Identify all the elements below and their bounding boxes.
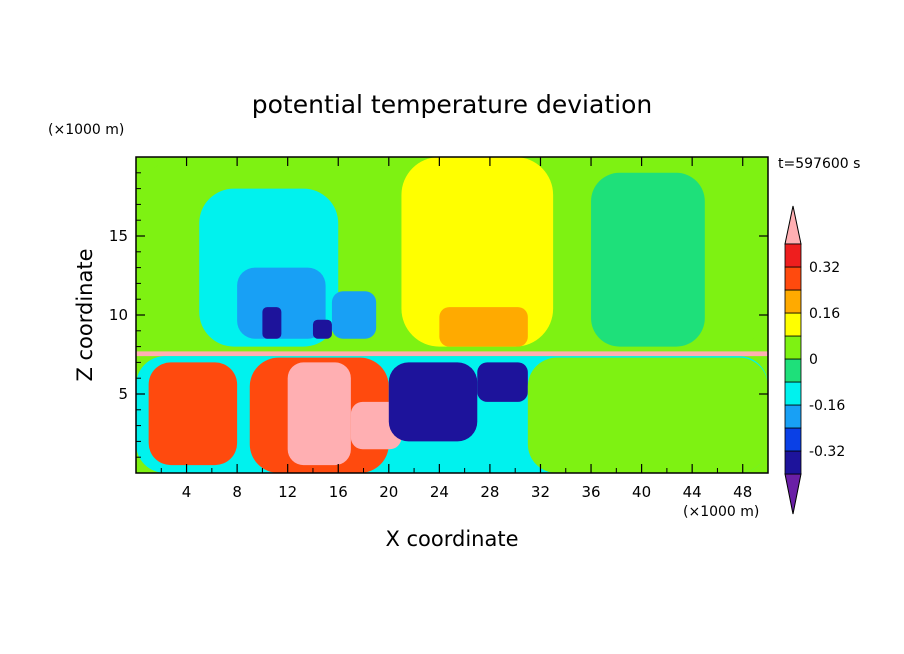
colorbar-segment bbox=[784, 404, 802, 429]
colorbar-segment bbox=[784, 289, 802, 314]
colorbar: 0.32 0.16 0 -0.16 -0.32 bbox=[784, 205, 845, 515]
field-region bbox=[591, 172, 705, 347]
colorbar-label: -0.16 bbox=[809, 398, 845, 414]
y-axis: 5 10 15 bbox=[109, 172, 768, 458]
x-tick-label: 48 bbox=[733, 483, 752, 501]
colorbar-label: 0.16 bbox=[809, 306, 840, 322]
colorbar-segment bbox=[784, 205, 802, 245]
field-region bbox=[439, 307, 528, 347]
field-region bbox=[331, 291, 377, 339]
x-tick-label: 20 bbox=[379, 483, 398, 501]
field-region bbox=[477, 362, 528, 402]
y-tick-label: 5 bbox=[118, 385, 128, 403]
x-tick-label: 28 bbox=[480, 483, 499, 501]
colorbar-segment bbox=[784, 427, 802, 452]
field-region bbox=[148, 362, 238, 466]
x-tick-label: 24 bbox=[430, 483, 449, 501]
field-region bbox=[136, 351, 768, 357]
colorbar-segment bbox=[784, 473, 802, 515]
x-tick-label: 40 bbox=[632, 483, 651, 501]
colorbar-segment bbox=[784, 450, 802, 475]
x-tick-label: 44 bbox=[683, 483, 702, 501]
x-tick-label: 8 bbox=[232, 483, 242, 501]
field-region bbox=[237, 267, 326, 339]
x-axis-label: X coordinate bbox=[385, 527, 518, 551]
colorbar-segment bbox=[784, 381, 802, 406]
x-tick-label: 32 bbox=[531, 483, 550, 501]
colorbar-segment bbox=[784, 335, 802, 360]
colorbar-segment bbox=[784, 266, 802, 291]
field-region bbox=[262, 307, 282, 339]
y-axis-label: Z coordinate bbox=[73, 248, 97, 381]
colorbar-label: 0 bbox=[809, 352, 818, 368]
colorbar-segment bbox=[784, 243, 802, 268]
x-tick-label: 4 bbox=[182, 483, 192, 501]
colorbar-label: 0.32 bbox=[809, 260, 840, 276]
field-region bbox=[401, 157, 554, 347]
y-tick-label: 15 bbox=[109, 227, 128, 245]
field-region bbox=[312, 319, 332, 339]
field-region bbox=[287, 362, 351, 466]
colorbar-label: -0.32 bbox=[809, 444, 845, 460]
time-label: t=597600 s bbox=[778, 156, 860, 172]
field-region bbox=[527, 357, 768, 473]
x-tick-label: 12 bbox=[278, 483, 297, 501]
x-tick-label: 16 bbox=[329, 483, 348, 501]
x-axis: 4 8 12 16 20 24 28 32 36 40 44 48 bbox=[160, 157, 752, 501]
field-region bbox=[388, 362, 478, 442]
y-unit-label: (×1000 m) bbox=[48, 122, 124, 138]
colorbar-segment bbox=[784, 358, 802, 383]
y-tick-label: 10 bbox=[109, 306, 128, 324]
x-unit-label: (×1000 m) bbox=[683, 504, 759, 520]
chart-title: potential temperature deviation bbox=[252, 90, 652, 119]
colorbar-segment bbox=[784, 312, 802, 337]
plot-area bbox=[136, 157, 768, 473]
x-tick-label: 36 bbox=[581, 483, 600, 501]
